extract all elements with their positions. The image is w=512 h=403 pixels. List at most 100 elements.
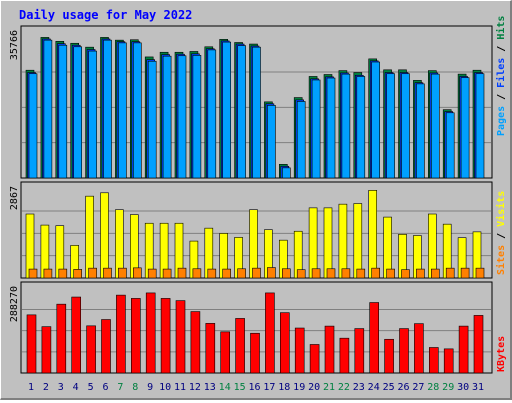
bar-kbytes-day-18 — [279, 312, 290, 374]
bar-sites-day-12 — [192, 268, 202, 279]
bar-kbytes-day-15 — [235, 318, 245, 374]
x-tick-label-day-25: 25 — [383, 382, 395, 393]
y-max-label: 2867 — [9, 186, 20, 210]
bar-pages-day-3 — [58, 44, 68, 179]
bar-sites-day-30 — [460, 267, 470, 279]
bar-kbytes-day-14 — [220, 331, 230, 374]
bar-kbytes-day-3 — [56, 303, 67, 374]
bar-sites-day-7 — [118, 267, 127, 279]
x-tick-label-day-9: 9 — [147, 382, 153, 393]
bar-sites-day-3 — [58, 268, 68, 279]
bar-pages-day-6 — [103, 39, 112, 179]
bar-kbytes-day-6 — [101, 319, 111, 374]
x-tick-label-day-11: 11 — [174, 382, 186, 393]
x-tick-label-day-12: 12 — [189, 382, 201, 393]
bar-visits-day-16 — [249, 209, 258, 279]
bar-pages-day-21 — [326, 77, 336, 179]
bar-kbytes-day-17 — [265, 292, 275, 374]
bar-kbytes-day-5 — [86, 325, 96, 374]
bar-kbytes-day-13 — [205, 323, 216, 374]
bar-sites-day-4 — [73, 269, 82, 279]
legend-pages: Pages — [496, 106, 507, 136]
bar-visits-day-24 — [368, 190, 378, 279]
bar-sites-day-23 — [356, 268, 366, 279]
bar-sites-day-1 — [28, 268, 38, 279]
legend-hits: Hits — [495, 16, 507, 40]
bar-kbytes-day-8 — [131, 298, 141, 374]
legend-separator: / — [496, 88, 507, 106]
x-tick-label-day-3: 3 — [58, 382, 64, 393]
bar-sites-day-27 — [416, 268, 425, 279]
x-tick-label-day-16: 16 — [248, 382, 260, 393]
legend-sites: Sites — [495, 245, 507, 275]
bar-pages-day-26 — [401, 73, 410, 179]
bar-sites-day-13 — [207, 268, 217, 279]
bar-kbytes-day-31 — [473, 315, 484, 374]
bar-sites-day-5 — [88, 267, 97, 279]
bar-pages-day-23 — [356, 76, 366, 179]
y-max-label: 288270 — [9, 286, 20, 322]
bar-kbytes-day-20 — [309, 344, 320, 374]
bar-visits-day-7 — [115, 209, 124, 279]
bar-pages-day-4 — [73, 46, 82, 179]
x-tick-label-day-4: 4 — [73, 382, 79, 393]
x-tick-label-day-21: 21 — [323, 382, 335, 393]
x-tick-label-day-31: 31 — [472, 382, 484, 393]
bar-kbytes-day-28 — [428, 347, 439, 374]
legend-text: Sites / Visits — [495, 191, 507, 275]
bar-sites-day-2 — [43, 268, 53, 279]
bar-pages-day-27 — [416, 83, 425, 179]
bar-visits-day-1 — [25, 213, 35, 279]
bar-pages-day-11 — [177, 55, 187, 179]
bar-pages-day-1 — [28, 73, 38, 179]
bar-kbytes-day-2 — [41, 326, 52, 374]
x-tick-label-day-7: 7 — [117, 382, 123, 393]
x-tick-label-day-5: 5 — [88, 382, 94, 393]
bar-kbytes-day-12 — [190, 311, 201, 374]
bar-sites-day-9 — [147, 268, 157, 279]
x-tick-label-day-6: 6 — [102, 382, 108, 393]
x-tick-label-day-19: 19 — [293, 382, 305, 393]
bar-visits-day-5 — [85, 195, 94, 279]
bar-sites-day-24 — [371, 267, 381, 279]
bar-sites-day-6 — [103, 267, 112, 279]
bar-pages-day-17 — [267, 105, 276, 179]
bar-sites-day-28 — [430, 268, 440, 279]
bar-kbytes-day-4 — [71, 296, 81, 374]
bar-sites-day-16 — [252, 267, 261, 279]
bar-pages-day-14 — [222, 41, 231, 179]
bar-pages-day-22 — [341, 73, 351, 179]
bar-sites-day-31 — [475, 267, 485, 279]
bar-kbytes-day-29 — [443, 348, 454, 374]
bar-kbytes-day-27 — [414, 323, 424, 374]
x-tick-label-day-17: 17 — [263, 382, 275, 393]
bar-sites-day-29 — [445, 267, 455, 279]
bar-kbytes-day-23 — [354, 328, 365, 374]
bar-pages-day-19 — [296, 101, 306, 179]
x-tick-label-day-30: 30 — [457, 382, 469, 393]
bar-pages-day-25 — [386, 73, 395, 179]
x-tick-label-day-24: 24 — [368, 382, 380, 393]
bar-pages-day-15 — [237, 45, 246, 179]
bar-sites-day-8 — [133, 267, 142, 279]
legend-text: Pages / Files / Hits — [495, 16, 507, 136]
bar-visits-day-28 — [427, 213, 437, 279]
daily-usage-chart: Daily usage for May 2022 357662867288270… — [9, 8, 507, 393]
chart-title: Daily usage for May 2022 — [19, 8, 192, 22]
bar-sites-day-21 — [326, 268, 336, 279]
bar-sites-day-11 — [177, 267, 187, 279]
bar-sites-day-26 — [401, 269, 410, 279]
x-tick-label-day-23: 23 — [353, 382, 365, 393]
bar-pages-day-18 — [281, 167, 291, 179]
bar-sites-day-22 — [341, 268, 351, 279]
legend-files: Files — [495, 58, 507, 88]
bar-sites-day-15 — [237, 268, 246, 279]
bar-pages-day-2 — [43, 39, 53, 179]
bar-visits-day-6 — [100, 192, 109, 279]
legend-separator: / — [496, 40, 507, 58]
bar-kbytes-day-19 — [294, 327, 305, 374]
x-tick-label-day-1: 1 — [28, 382, 34, 393]
bar-visits-day-23 — [353, 203, 363, 279]
legend-separator: / — [496, 227, 507, 245]
